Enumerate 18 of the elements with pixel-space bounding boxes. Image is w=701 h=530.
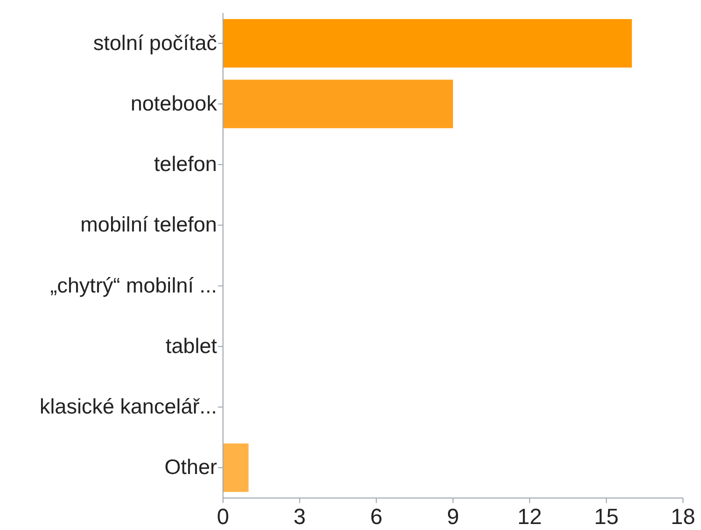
y-tick-label: „chytrý“ mobilní ... [50, 274, 217, 298]
bar [223, 19, 632, 68]
x-tick-label: 0 [216, 504, 230, 529]
x-tick-label: 12 [517, 504, 542, 529]
bar [223, 443, 249, 492]
x-tick-label: 3 [294, 504, 306, 529]
x-tick-label: 6 [370, 504, 382, 529]
bar [223, 80, 453, 128]
y-tick-label: stolní počítač [93, 32, 217, 55]
x-tick-label: 9 [446, 504, 460, 529]
y-tick-label: telefon [154, 153, 217, 176]
y-tick-label: klasické kancelář... [40, 396, 217, 419]
y-tick-label: mobilní telefon [80, 214, 217, 237]
x-tick-label: 18 [670, 504, 696, 529]
y-tick-label: notebook [130, 92, 218, 116]
y-tick-label: Other [164, 456, 217, 480]
y-tick-label: tablet [166, 334, 218, 358]
x-tick-label: 15 [594, 504, 619, 529]
